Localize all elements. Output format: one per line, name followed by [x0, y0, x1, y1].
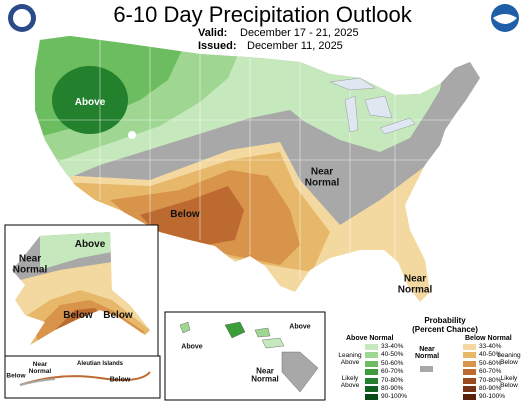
issued-date: December 11, 2025: [247, 40, 343, 52]
legend-swatch: [463, 344, 476, 350]
legend-title: Probability: [424, 316, 466, 325]
legend-item-label: 90-100%: [381, 393, 408, 401]
legend-swatch: [365, 360, 378, 367]
legend-swatch: [463, 394, 476, 401]
legend-below-heading: Below Normal: [465, 335, 512, 342]
legend-item-label: 33-40%: [479, 343, 502, 350]
legend-item-label: 40-50%: [479, 351, 502, 359]
legend-item-label: 50-60%: [381, 359, 404, 367]
map-label: Above: [181, 343, 203, 351]
legend-swatch: [463, 352, 476, 359]
legend-near-heading: Near Normal: [415, 346, 440, 360]
legend-swatch: [365, 352, 378, 359]
issued-label: Issued:: [198, 40, 237, 52]
legend-swatch: [365, 369, 378, 376]
legend-item-label: 70-80%: [479, 376, 502, 384]
title: 6-10 Day Precipitation Outlook: [113, 2, 412, 27]
legend-swatch: [365, 386, 378, 392]
valid-dates: December 17 - 21, 2025: [240, 27, 359, 39]
legend-likely-above: Likely Above: [340, 375, 360, 389]
legend-above-heading: Above Normal: [346, 335, 394, 342]
legend-item-label: 80-90%: [479, 385, 502, 392]
legend-subtitle: (Percent Chance): [412, 325, 478, 334]
legend-swatch: [463, 377, 476, 384]
legend-likely-below: Likely Below: [500, 375, 518, 389]
map-label: Aleutian Islands: [76, 360, 123, 367]
legend-swatch: [365, 377, 378, 384]
map-label: Near Normal: [251, 366, 279, 384]
legend-item-label: 70-80%: [381, 376, 404, 384]
legend-item-label: 50-60%: [479, 359, 502, 367]
map-label: Below: [63, 309, 93, 321]
legend-item-label: 80-90%: [381, 385, 404, 392]
legend-swatch: [463, 369, 476, 376]
map-label: Near Normal: [12, 253, 48, 275]
map-label: Below: [103, 309, 133, 321]
legend-item-label: 33-40%: [381, 343, 404, 350]
legend-leaning-above: Leaning Above: [338, 352, 362, 366]
legend-swatch: [365, 394, 378, 401]
legend-item-label: 60-70%: [479, 368, 502, 376]
map-label: Near Normal: [304, 166, 340, 188]
map-label: Below: [6, 372, 26, 380]
legend-leaning-below: Leaning Below: [497, 352, 521, 366]
valid-label: Valid:: [198, 27, 228, 39]
map-label: Above: [289, 323, 311, 331]
legend-near-swatch: [420, 366, 433, 372]
legend-swatch: [463, 386, 476, 392]
map-label: Near Normal: [28, 361, 52, 375]
legend-item-label: 40-50%: [381, 351, 404, 359]
map-label: Near Normal: [397, 273, 433, 295]
map-label: Above: [74, 96, 106, 108]
legend-swatch: [365, 344, 378, 350]
legend-swatch: [463, 360, 476, 367]
map-label: Above: [74, 238, 106, 250]
map-label: Below: [109, 376, 131, 384]
legend-item-label: 90-100%: [479, 393, 506, 401]
map-label: Below: [170, 208, 200, 220]
legend-item-label: 60-70%: [381, 368, 404, 376]
